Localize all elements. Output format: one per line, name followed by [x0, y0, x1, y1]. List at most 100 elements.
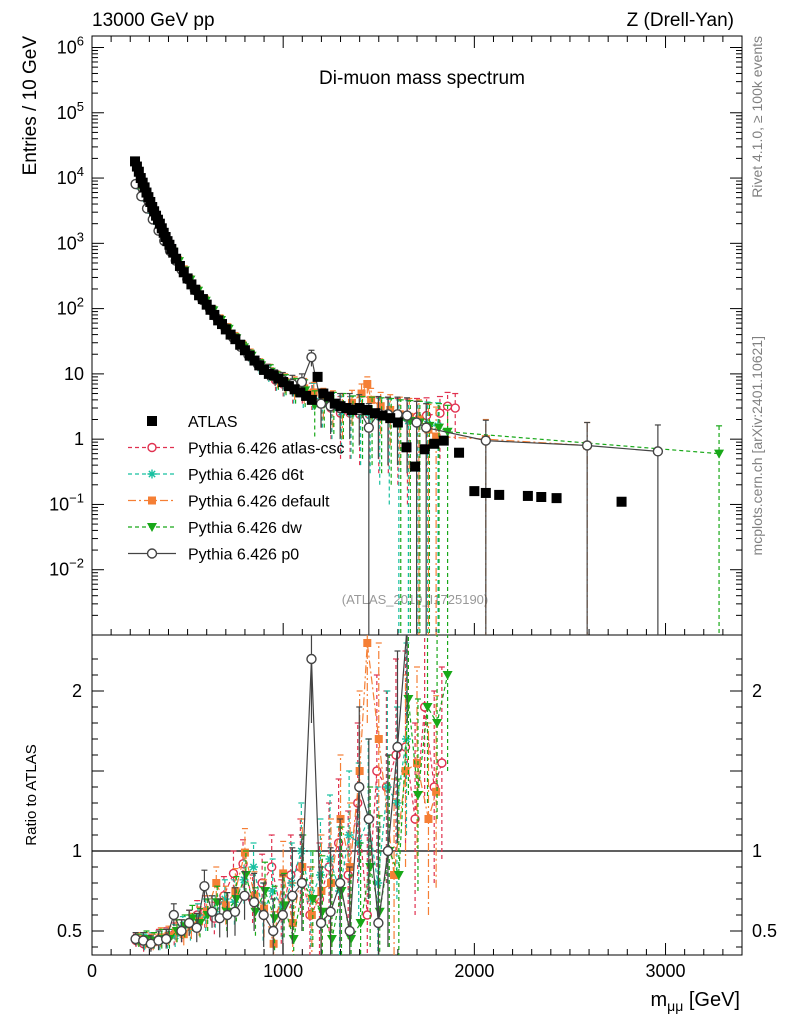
ratio-data-point [191, 922, 202, 933]
ratio-data-point [268, 925, 279, 937]
ratio-data-point [373, 917, 384, 929]
ratio-data-point [229, 906, 241, 917]
ratio-data-point [239, 890, 250, 901]
main-data-point [438, 435, 449, 446]
ratio-data-point [363, 813, 375, 825]
main-data-point [480, 487, 491, 498]
legend-label: Pythia 6.426 p0 [188, 547, 299, 564]
main-data-point [454, 447, 465, 458]
x-axis-label: mμμ [GeV] [650, 989, 740, 1014]
ratio-series-pythia-6-426-p0 [130, 635, 408, 955]
ratio-data-point [231, 895, 242, 904]
ratio-data-point [412, 791, 423, 800]
ratio-data-point [403, 695, 414, 704]
main-data-point [435, 408, 445, 418]
ratio-data-point [170, 931, 180, 941]
ratio-data-point [176, 925, 187, 937]
legend-marker [146, 548, 158, 559]
main-data-point [235, 339, 246, 350]
main-data-point [522, 490, 533, 501]
main-y-tick-label: 103 [57, 229, 84, 253]
main-data-point [714, 449, 725, 459]
ratio-data-point [392, 741, 403, 753]
main-data-point [309, 388, 318, 397]
main-y-tick-label: 10−1 [49, 490, 84, 514]
ratio-data-point [437, 758, 447, 768]
ratio-data-point [248, 897, 260, 908]
main-data-point [296, 376, 308, 388]
main-data-point [347, 404, 357, 415]
legend-marker [147, 442, 157, 453]
main-data-point [377, 410, 388, 421]
main-data-point [217, 319, 227, 330]
main-data-point [301, 390, 312, 401]
legend-entry: Pythia 6.426 dw [128, 520, 302, 537]
main-data-point [197, 294, 208, 305]
main-title: Di-muon mass spectrum [319, 68, 525, 89]
main-data-point [363, 379, 372, 388]
x-tick-label: 1000 [263, 961, 303, 981]
legend-entry: Pythia 6.426 p0 [128, 547, 299, 564]
main-y-tick-label: 105 [57, 99, 84, 123]
main-data-point [376, 402, 385, 411]
ratio-data-point [422, 703, 433, 712]
ratio-data-point [168, 909, 180, 921]
main-data-point [401, 410, 413, 421]
main-data-point [174, 260, 185, 271]
ratio-data-point [260, 887, 271, 896]
chart-marks: 10−2 10−1 1 10 102 103 104 105 106 0 1000 2000 3000 0… [49, 33, 777, 981]
main-data-point [209, 309, 220, 320]
ratio-data-point [372, 766, 382, 776]
ratio-data-point [267, 862, 277, 872]
main-data-point [385, 413, 396, 424]
main-data-point [450, 403, 460, 413]
ratio-data-point [393, 871, 404, 880]
ratio-data-point [413, 759, 421, 767]
header-right: Z (Drell-Yan) [627, 10, 734, 31]
main-data-point [133, 166, 144, 177]
main-data-point [201, 299, 212, 310]
main-data-point [494, 489, 505, 500]
ratio-series-line [137, 642, 437, 944]
ratio-data-point [344, 925, 355, 937]
main-data-point [357, 389, 366, 398]
ratio-data-point [187, 914, 198, 924]
main-data-point [369, 408, 380, 419]
main-data-point [536, 492, 547, 503]
ratio-data-point [326, 935, 337, 944]
main-data-point [429, 438, 440, 449]
ratio-data-point [279, 901, 290, 911]
ratio-data-point [220, 894, 230, 904]
legend-entry: Pythia 6.426 atlas-csc [128, 441, 345, 458]
main-data-point [145, 196, 156, 207]
ratio-data-point [238, 859, 248, 869]
main-data-point [341, 403, 352, 414]
rivet-label: Rivet 4.1.0, ≥ 100k events [749, 36, 765, 198]
legend-entry: ATLAS [147, 414, 238, 431]
ratio-data-point [206, 906, 218, 917]
ratio-data-point [307, 895, 318, 904]
main-data-point [551, 493, 562, 504]
ratio-data-point [317, 907, 328, 917]
x-tick-label: 0 [87, 961, 97, 981]
main-y-tick-label: 104 [57, 164, 84, 188]
x-tick-label: 2000 [454, 961, 494, 981]
ratio-y-tick-label-right: 1 [752, 841, 762, 861]
ratio-data-point [212, 879, 221, 887]
main-data-point [652, 446, 664, 457]
main-data-point [324, 391, 335, 402]
ratio-data-point [268, 886, 278, 896]
legend-label: Pythia 6.426 default [188, 494, 330, 511]
main-data-point [306, 352, 317, 363]
main-data-point [420, 422, 432, 433]
main-y-tick-label: 10−2 [49, 556, 84, 580]
main-data-point [289, 384, 300, 395]
ratio-data-point [249, 862, 259, 872]
ratio-data-point [442, 671, 453, 680]
main-data-point [367, 395, 376, 404]
main-ylabel: Entries / 10 GeV [20, 36, 41, 176]
x-axis-label-unit: [GeV] [683, 989, 740, 1011]
ratio-data-point [382, 845, 394, 857]
main-data-point [205, 304, 216, 315]
main-data-point [182, 273, 193, 284]
